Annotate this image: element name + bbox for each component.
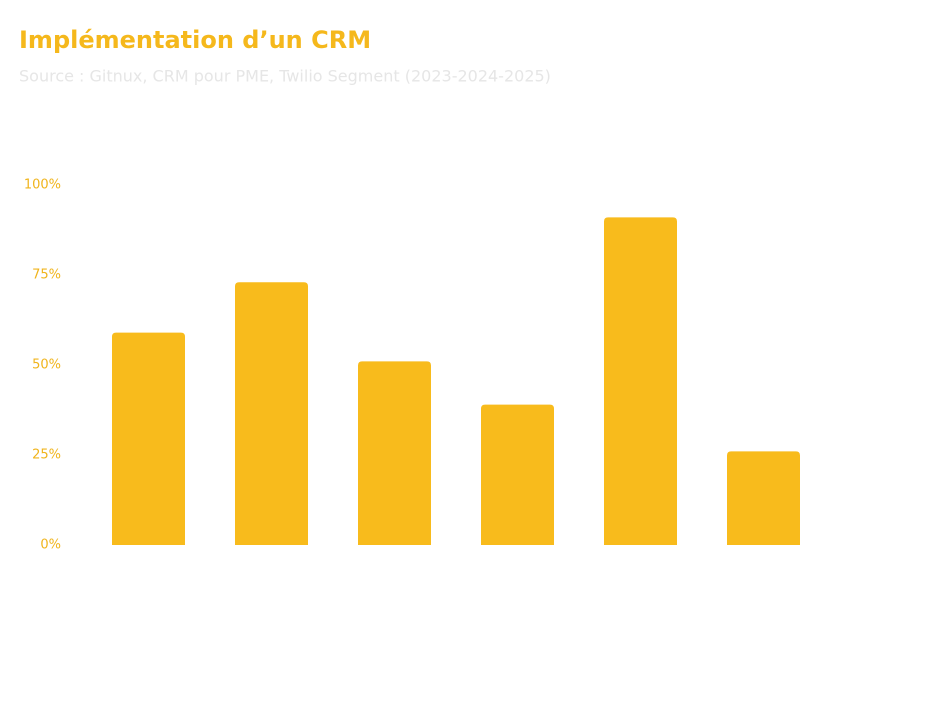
bar	[358, 361, 431, 545]
y-tick-label: 75%	[32, 268, 61, 283]
y-tick-label: 0%	[40, 538, 61, 553]
bar	[604, 217, 677, 545]
bar	[727, 451, 800, 545]
chart-subtitle: Source : Gitnux, CRM pour PME, Twilio Se…	[19, 67, 551, 86]
bar	[235, 282, 308, 545]
bar	[112, 332, 185, 545]
y-tick-label: 25%	[32, 448, 61, 463]
y-tick-label: 100%	[24, 178, 61, 193]
bar	[481, 404, 554, 545]
y-tick-label: 50%	[32, 358, 61, 373]
chart-title: Implémentation d’un CRM	[19, 26, 371, 54]
